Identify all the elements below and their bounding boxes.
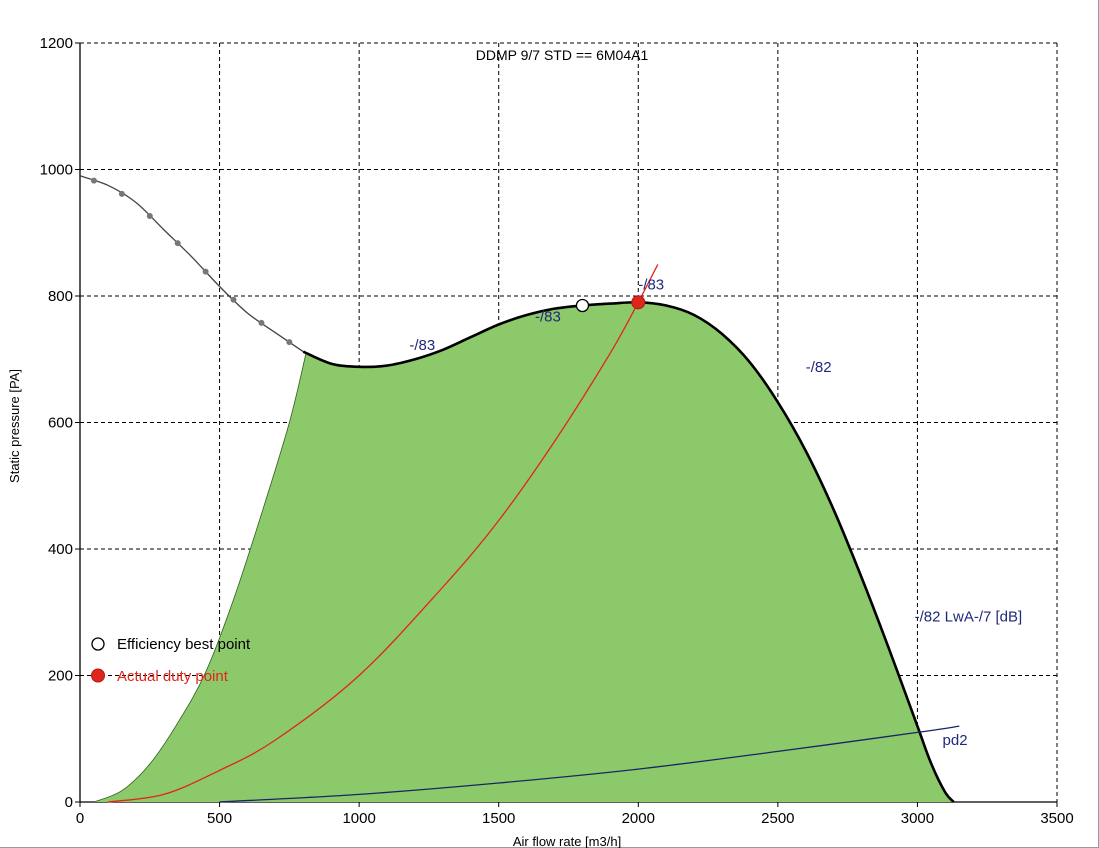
y-tick-label: 600 (48, 415, 73, 432)
x-tick-label: 3000 (901, 810, 934, 827)
annotation-layer: -/83 -/83 -/83 -/82 -/82 LwA-/7 [dB] pd2 (409, 277, 1022, 749)
fill-layer (93, 302, 954, 803)
fan-curve-sample-point (230, 296, 237, 303)
legend: Efficiency best point Actual duty point (91, 636, 251, 685)
chart-title: DDMP 9/7 STD == 6M04A1 (476, 47, 649, 63)
y-axis-label: Static pressure [PA] (7, 369, 22, 483)
x-tick-label: 500 (207, 810, 232, 827)
x-tick-label: 3500 (1040, 810, 1073, 827)
fan-curve-sample-point (118, 190, 125, 197)
fan-curve-unstable-segment (79, 175, 304, 353)
fan-curve-line (302, 300, 955, 803)
operating-area-boundary (93, 352, 307, 803)
x-tick-label: 1000 (342, 810, 375, 827)
actual-duty-point-legend-marker (91, 668, 105, 683)
y-tick-label: 800 (48, 288, 73, 305)
x-tick-label: 0 (76, 810, 84, 827)
fan-curve-sample-point (90, 177, 97, 184)
pd2-curve-line (219, 725, 960, 803)
actual-duty-point (631, 295, 646, 310)
fan-curve-sample-point (202, 268, 209, 275)
x-axis-label: Air flow rate [m3/h] (513, 834, 621, 848)
system-curve-line (107, 264, 659, 803)
x-tick-label: 1500 (482, 810, 515, 827)
y-tick-label: 1000 (40, 162, 73, 179)
operating-area-fill (93, 302, 954, 802)
efficiency-best-point (575, 298, 590, 313)
tick-layer: 0 500 1000 1500 2000 2500 3000 3500 0 200 400 600 80… (40, 35, 1074, 827)
annotation-2: -/83 (535, 308, 561, 325)
annotation-6: pd2 (943, 732, 968, 749)
annotation-3: -/83 (638, 277, 664, 294)
y-tick-label: 200 (48, 668, 73, 685)
annotation-4: -/82 (806, 359, 832, 376)
curve-layer (79, 175, 960, 803)
efficiency-best-point-legend-label: Efficiency best point (117, 636, 251, 653)
annotation-5: -/82 LwA-/7 [dB] (915, 609, 1023, 626)
marker-layer (90, 177, 646, 683)
y-tick-label: 400 (48, 541, 73, 558)
efficiency-best-point-legend-marker (91, 637, 105, 651)
x-tick-label: 2000 (622, 810, 655, 827)
actual-duty-point-legend-label: Actual duty point (117, 668, 229, 685)
y-tick-label: 1200 (40, 35, 73, 52)
y-tick-label: 0 (65, 794, 73, 811)
fan-curve-sample-point (286, 339, 293, 346)
x-tick-label: 2500 (761, 810, 794, 827)
annotation-1: -/83 (409, 337, 435, 354)
fan-curve-sample-point (146, 212, 153, 219)
fan-curve-sample-point (174, 240, 181, 247)
fan-curve-sample-point (258, 319, 265, 326)
